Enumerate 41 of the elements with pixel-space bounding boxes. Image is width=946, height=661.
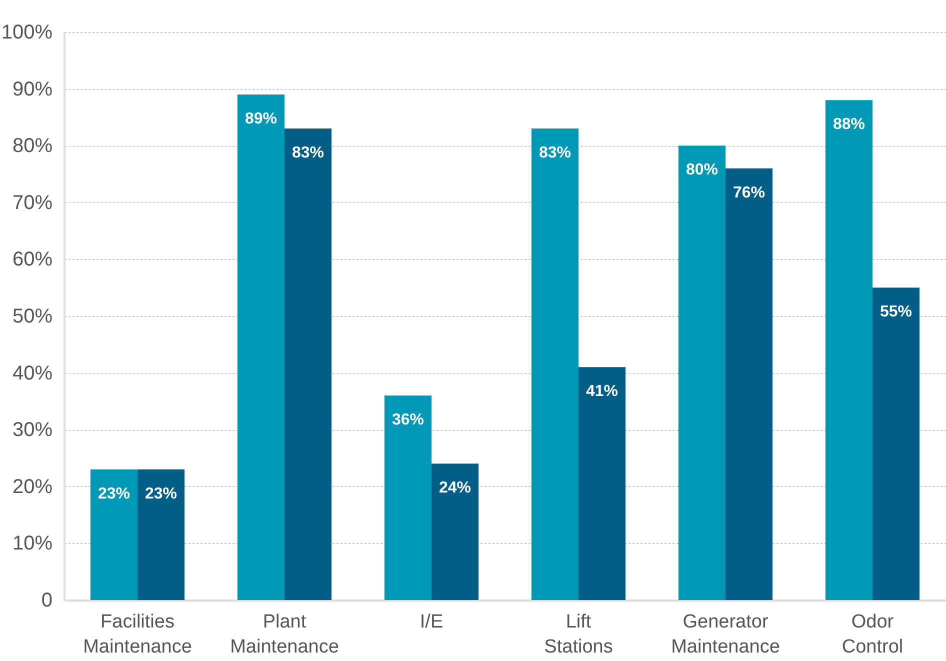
bar [872, 288, 920, 600]
bar [678, 146, 726, 600]
bar [825, 100, 872, 600]
bar [432, 464, 479, 600]
data-label: 80% [686, 162, 718, 179]
y-tick-label: 90% [12, 78, 53, 100]
data-label: 88% [832, 116, 865, 134]
y-tick-label: 70% [12, 192, 53, 214]
bar [138, 469, 185, 600]
data-label: 23% [145, 485, 178, 502]
x-tick-label: Odor Control [842, 612, 904, 658]
bar [726, 168, 773, 600]
data-label: 23% [98, 485, 130, 502]
bar [578, 367, 626, 600]
y-tick-label: 30% [12, 419, 53, 442]
y-tick-label: 20% [12, 476, 53, 498]
data-label: 36% [392, 412, 424, 429]
data-label: 89% [244, 110, 277, 128]
bar [284, 128, 332, 600]
data-label: 41% [586, 383, 618, 400]
x-tick-label: Facilities Maintenance [83, 612, 192, 658]
y-tick-label: 100% [1, 22, 53, 44]
data-label: 83% [538, 144, 571, 162]
x-tick-label: I/E [420, 612, 444, 632]
bar [237, 94, 284, 600]
bar [531, 128, 578, 600]
data-label: 55% [880, 304, 912, 321]
x-tick-label: Lift Stations [544, 612, 613, 658]
y-tick-label: 10% [12, 532, 53, 555]
y-tick-label: 60% [12, 248, 53, 271]
y-tick-label: 80% [12, 135, 53, 158]
data-label: 83% [292, 144, 324, 162]
x-tick-label: Plant Maintenance [230, 612, 339, 658]
bar [90, 469, 138, 600]
bar [384, 396, 432, 600]
y-tick-label: 50% [12, 306, 53, 328]
y-tick-label: 0 [41, 590, 52, 612]
data-label: 76% [733, 184, 766, 202]
y-tick-label: 40% [12, 362, 53, 384]
x-tick-label: Generator Maintenance [671, 612, 780, 658]
data-label: 24% [439, 480, 472, 497]
